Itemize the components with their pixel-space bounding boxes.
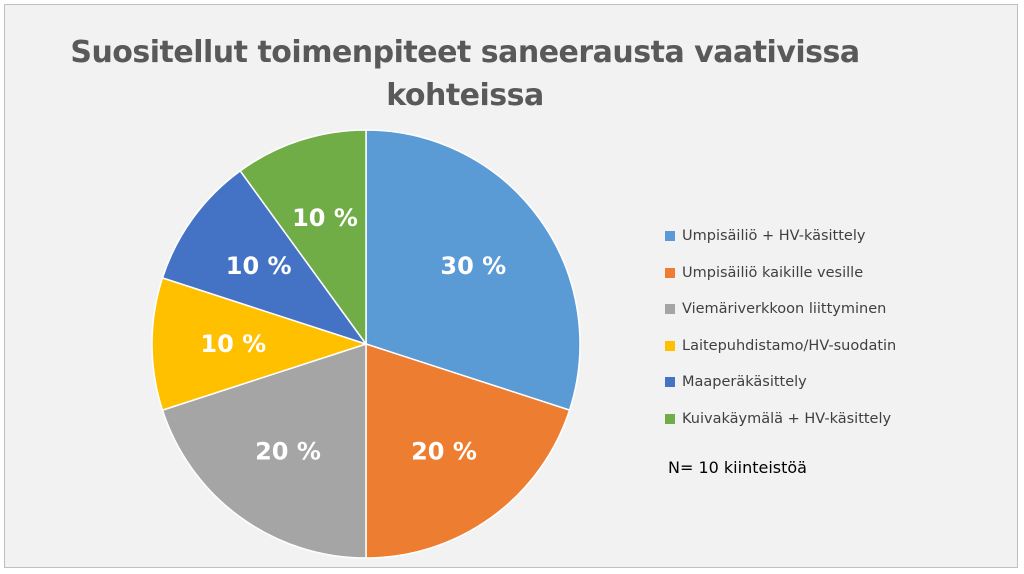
pie-slice-3 <box>161 342 367 559</box>
legend-item: Laitepuhdistamo/HV-suodatin <box>665 328 965 365</box>
slice-label-4: 10 % <box>200 330 266 358</box>
pie-slice-4 <box>151 276 369 412</box>
chart-legend: Umpisäiliö + HV-käsittely Umpisäiliö kaik… <box>665 218 965 437</box>
legend-label: Kuivakäymälä + HV-käsittely <box>682 410 892 427</box>
legend-item: Kuivakäymälä + HV-käsittely <box>665 401 965 438</box>
legend-item: Maaperäkäsittely <box>665 364 965 401</box>
chart-title: Suositellut toimenpiteet saneerausta vaa… <box>70 35 860 113</box>
slice-label-1: 30 % <box>440 252 506 280</box>
legend-label: Umpisäiliö kaikille vesille <box>682 264 864 281</box>
legend-label: Viemäriverkkoon liittyminen <box>682 301 887 318</box>
legend-swatch <box>665 231 675 242</box>
legend-swatch <box>665 340 675 351</box>
slice-label-2: 20 % <box>411 437 477 465</box>
legend-swatch <box>665 267 675 278</box>
slice-label-6: 10 % <box>292 204 358 232</box>
pie-slice-1 <box>365 129 581 412</box>
legend-swatch <box>665 304 675 315</box>
pie-slice-2 <box>365 342 571 559</box>
legend-item: Viemäriverkkoon liittyminen <box>665 291 965 328</box>
legend-swatch <box>665 413 675 424</box>
legend-item: Umpisäiliö + HV-käsittely <box>665 218 965 255</box>
legend-label: Umpisäiliö + HV-käsittely <box>682 228 866 245</box>
sample-size-note: N= 10 kiinteistöä <box>668 458 807 477</box>
legend-swatch <box>665 377 675 388</box>
pie-slice-6 <box>239 129 367 347</box>
slice-label-3: 20 % <box>255 437 321 465</box>
pie-slice-5 <box>161 169 368 346</box>
legend-label: Maaperäkäsittely <box>682 374 807 391</box>
legend-item: Umpisäiliö kaikille vesille <box>665 255 965 292</box>
slice-label-5: 10 % <box>226 252 292 280</box>
legend-label: Laitepuhdistamo/HV-suodatin <box>682 337 897 354</box>
